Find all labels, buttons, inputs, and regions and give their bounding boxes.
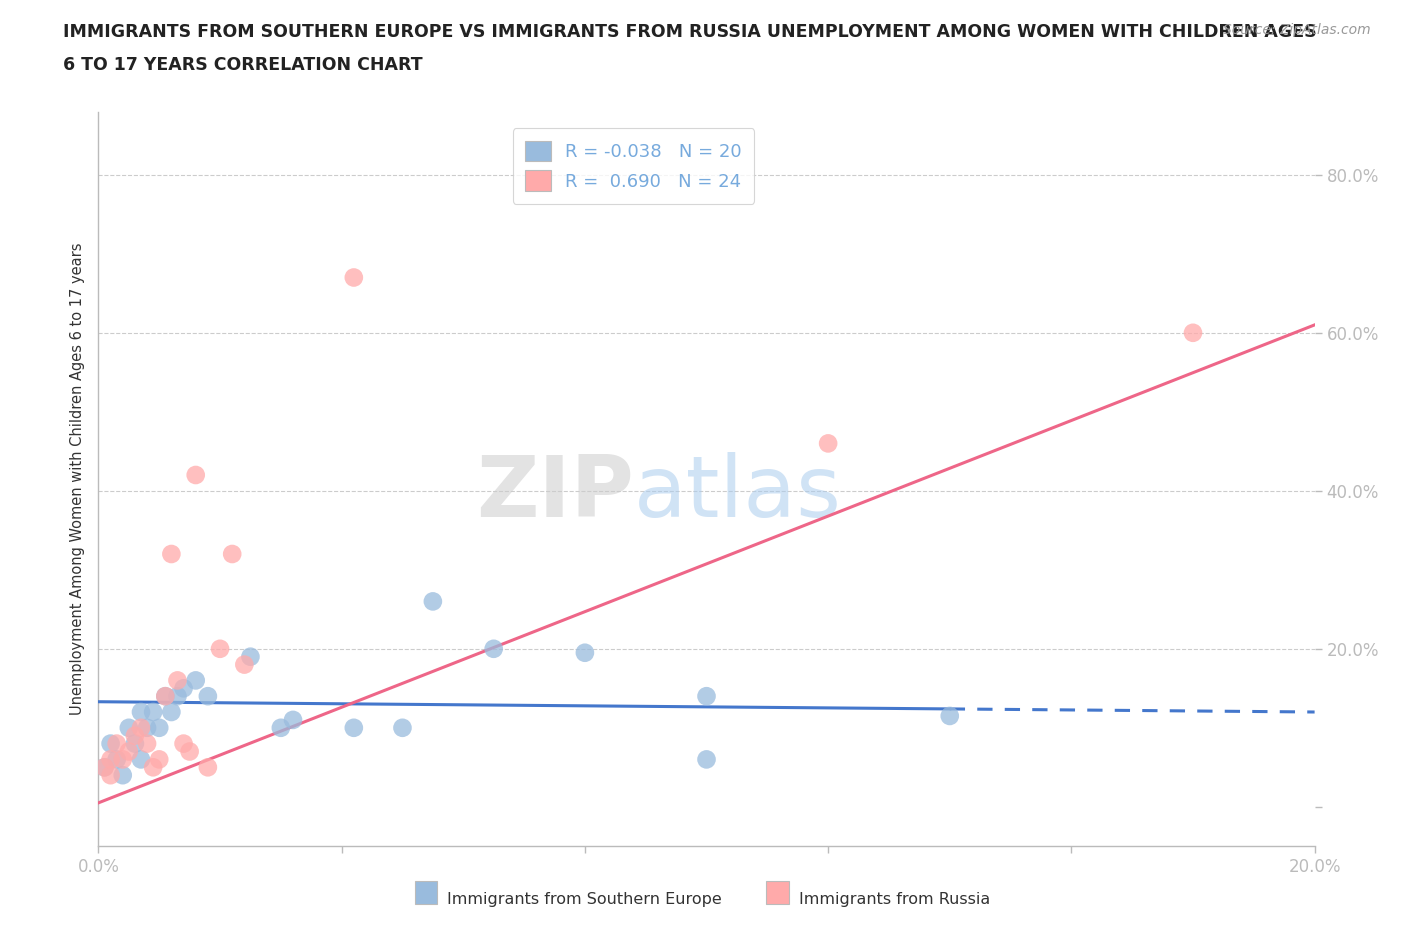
Text: IMMIGRANTS FROM SOUTHERN EUROPE VS IMMIGRANTS FROM RUSSIA UNEMPLOYMENT AMONG WOM: IMMIGRANTS FROM SOUTHERN EUROPE VS IMMIG…: [63, 23, 1317, 41]
Point: [817, 436, 839, 451]
Point: [184, 468, 207, 483]
Point: [136, 721, 159, 736]
Point: [270, 721, 292, 736]
Point: [118, 744, 141, 759]
Legend: R = -0.038   N = 20, R =  0.690   N = 24: R = -0.038 N = 20, R = 0.690 N = 24: [513, 128, 755, 204]
Text: atlas: atlas: [634, 452, 842, 535]
Point: [939, 709, 962, 724]
Point: [148, 721, 170, 736]
Point: [136, 737, 159, 751]
Point: [482, 642, 505, 657]
Point: [197, 760, 219, 775]
Point: [184, 673, 207, 688]
Point: [233, 658, 256, 672]
Text: Source: ZipAtlas.com: Source: ZipAtlas.com: [1223, 23, 1371, 37]
Point: [111, 768, 134, 783]
Point: [391, 721, 413, 736]
Point: [118, 721, 141, 736]
Point: [129, 705, 152, 720]
Point: [166, 689, 188, 704]
Text: Immigrants from Southern Europe: Immigrants from Southern Europe: [447, 892, 721, 907]
Point: [696, 689, 718, 704]
Text: ZIP: ZIP: [475, 452, 634, 535]
Point: [343, 270, 366, 285]
Point: [173, 681, 195, 696]
Point: [696, 752, 718, 767]
Point: [93, 760, 115, 775]
Point: [239, 649, 262, 664]
Point: [142, 760, 165, 775]
Point: [100, 768, 122, 783]
Point: [93, 760, 115, 775]
Point: [166, 673, 188, 688]
Point: [129, 721, 152, 736]
Text: 6 TO 17 YEARS CORRELATION CHART: 6 TO 17 YEARS CORRELATION CHART: [63, 56, 423, 73]
Point: [422, 594, 444, 609]
Point: [173, 737, 195, 751]
Text: Immigrants from Russia: Immigrants from Russia: [799, 892, 990, 907]
Point: [129, 752, 152, 767]
Point: [160, 705, 183, 720]
Point: [1182, 326, 1205, 340]
Point: [100, 737, 122, 751]
Point: [111, 752, 134, 767]
Point: [124, 737, 146, 751]
Point: [148, 752, 170, 767]
Point: [142, 705, 165, 720]
Point: [124, 728, 146, 743]
Point: [155, 689, 177, 704]
Point: [155, 689, 177, 704]
Point: [197, 689, 219, 704]
Point: [105, 752, 128, 767]
Y-axis label: Unemployment Among Women with Children Ages 6 to 17 years: Unemployment Among Women with Children A…: [69, 243, 84, 715]
Point: [209, 642, 232, 657]
Point: [221, 547, 243, 562]
Point: [160, 547, 183, 562]
Point: [574, 645, 596, 660]
Point: [105, 737, 128, 751]
Point: [100, 752, 122, 767]
Point: [281, 712, 304, 727]
Point: [343, 721, 366, 736]
Point: [179, 744, 201, 759]
